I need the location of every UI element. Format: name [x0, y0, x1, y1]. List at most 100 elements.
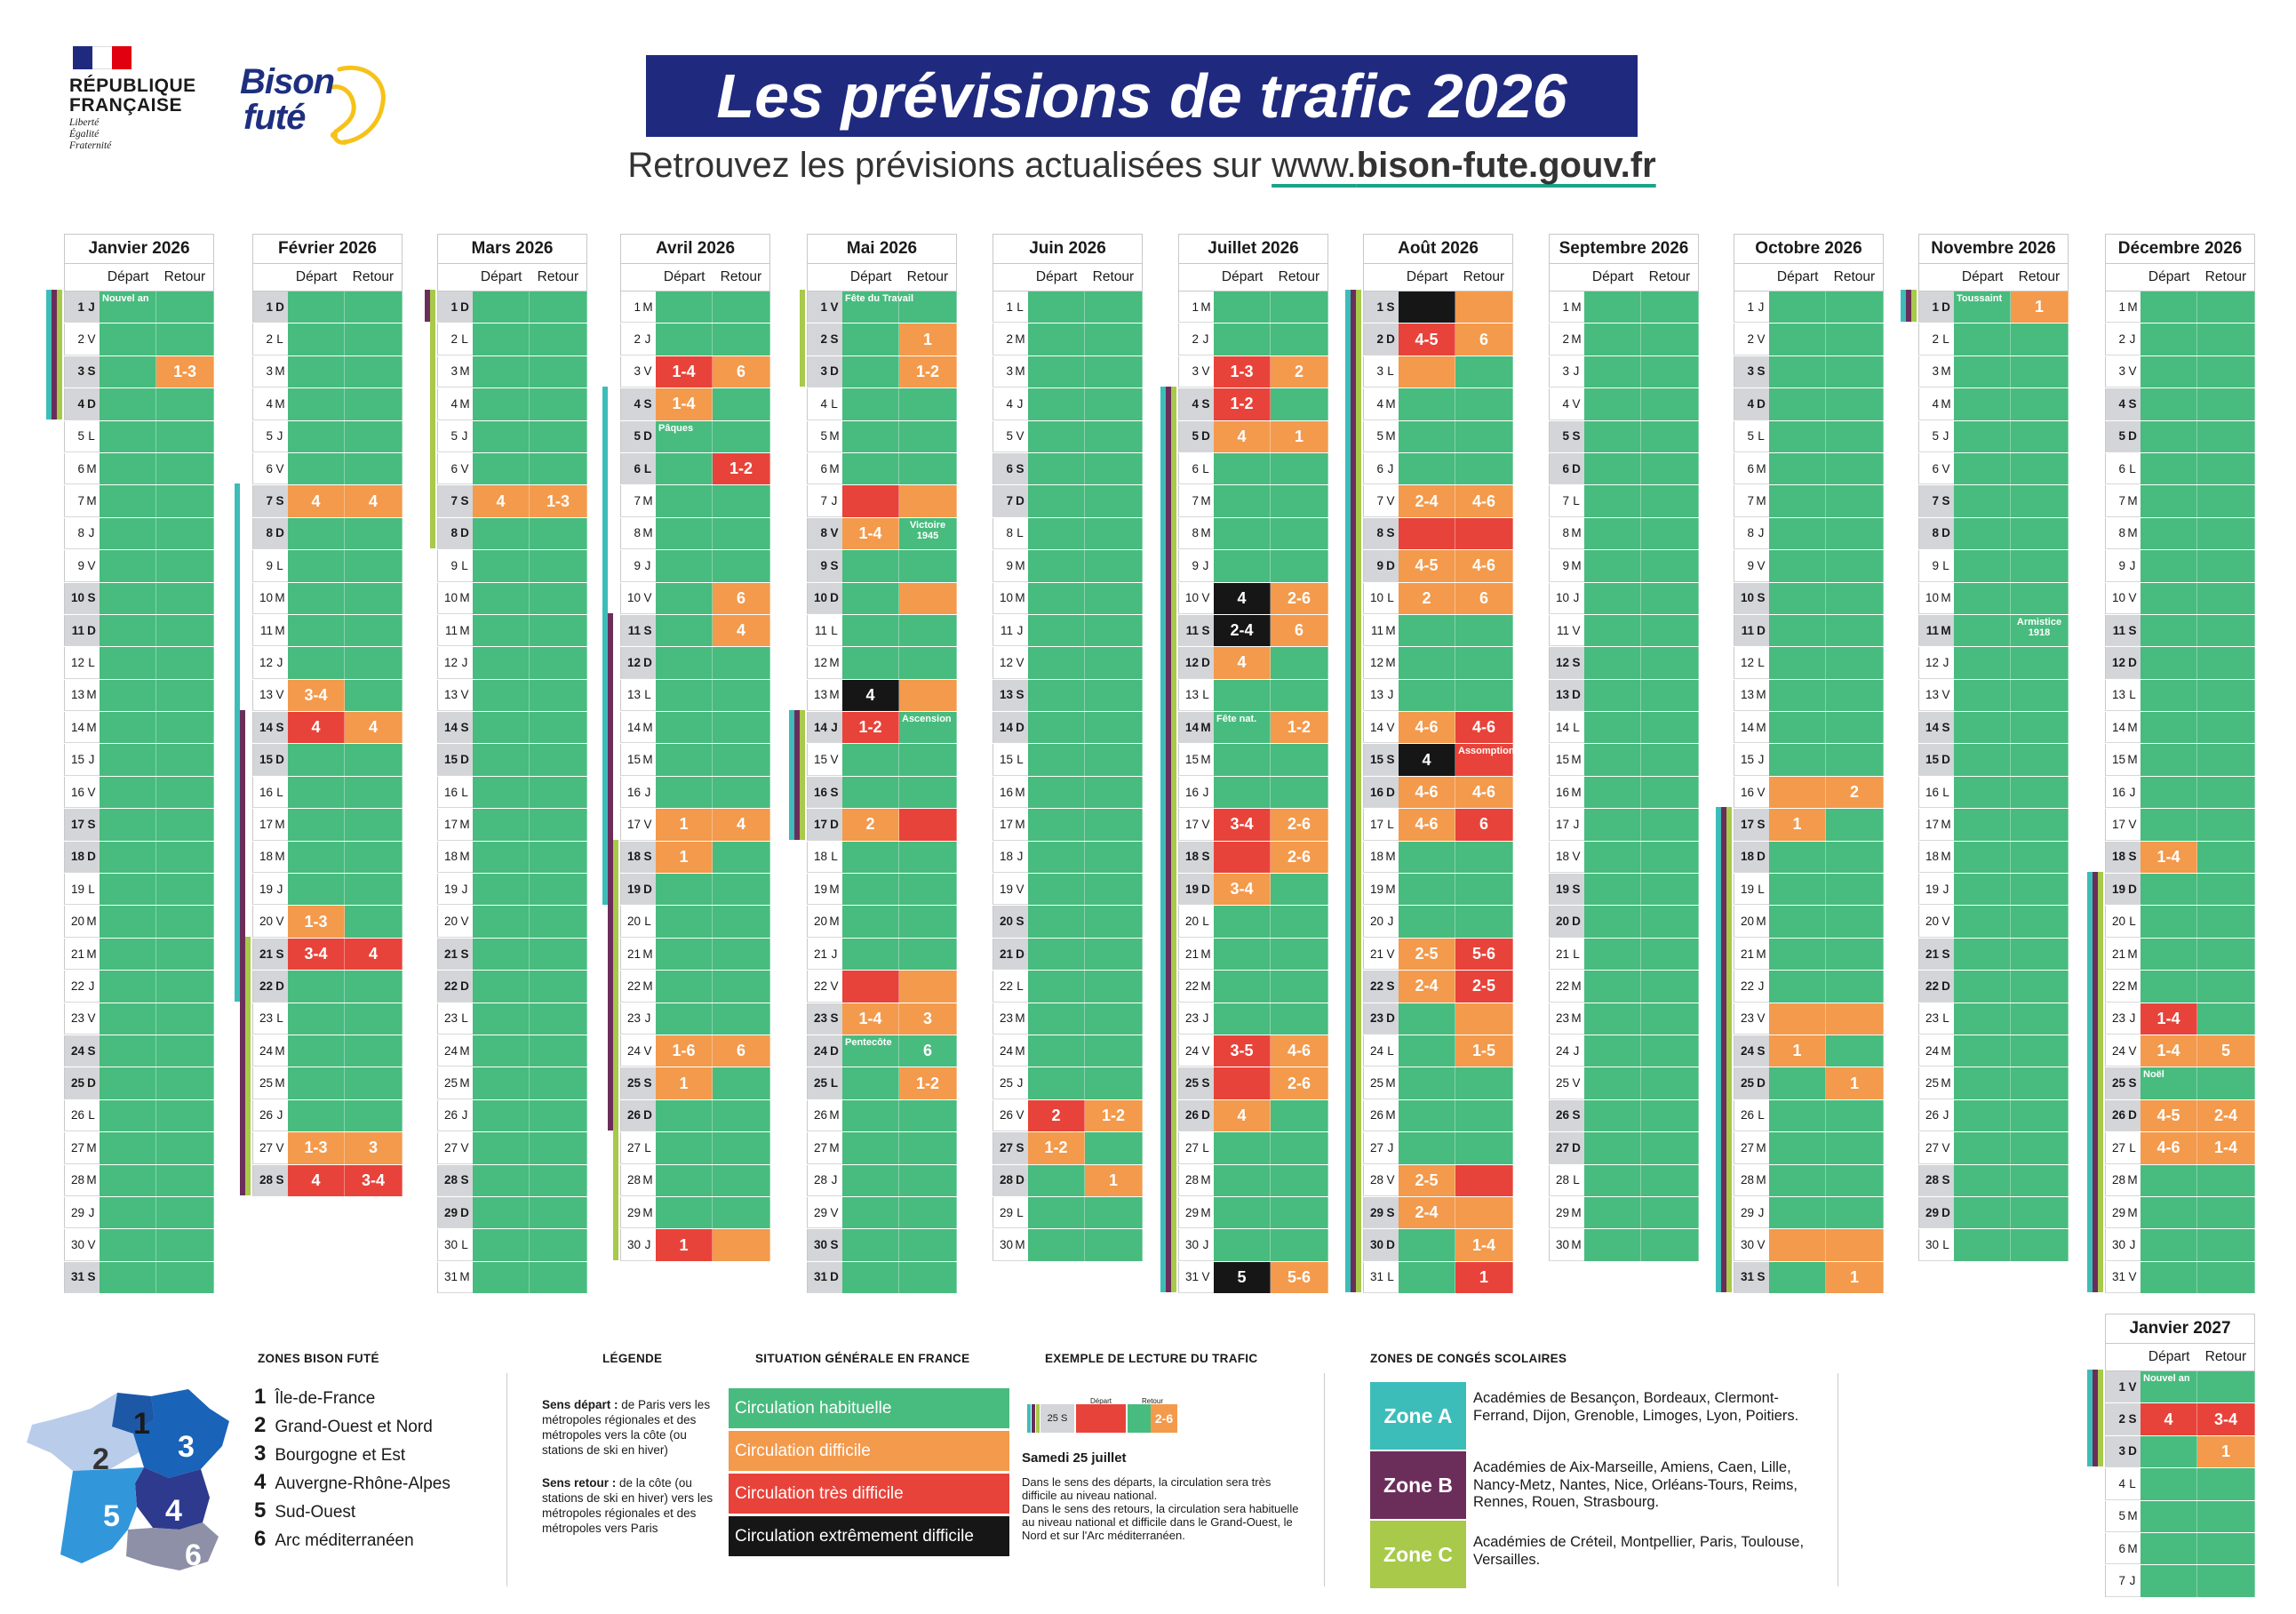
day-row: 31 D	[807, 1261, 957, 1295]
retour-cell	[1085, 1229, 1143, 1261]
depart-cell	[2141, 971, 2197, 1003]
depart-cell: 4	[288, 712, 345, 744]
depart-cell	[1399, 647, 1455, 679]
day-date: 10 M	[1918, 582, 1954, 614]
zone-forecast: 4	[1422, 750, 1431, 769]
day-date: 20 L	[1178, 906, 1214, 938]
day-row: 21 L	[1549, 938, 1699, 971]
depart-cell	[1214, 1164, 1271, 1196]
day-row: 7 V 2-4 4-6	[1363, 485, 1513, 518]
retour-cell: 2-5	[1455, 971, 1513, 1003]
retour-cell	[1826, 679, 1884, 712]
day-date: 27 M	[1734, 1132, 1769, 1164]
zone-forecast: 4-6	[1415, 783, 1439, 802]
day-date: 29 V	[807, 1196, 842, 1229]
depart-cell	[1769, 420, 1826, 452]
depart-cell	[1028, 1229, 1085, 1261]
day-row: 26 M	[1363, 1099, 1513, 1133]
retour-cell	[1826, 1035, 1884, 1067]
month-title: Février 2026	[252, 234, 403, 264]
holiday-zone-a-bar	[1901, 290, 1906, 323]
retour-cell	[156, 938, 214, 971]
retour-cell	[156, 1035, 214, 1067]
depart-cell: 4-6	[1399, 712, 1455, 744]
day-row: 13 D	[1549, 679, 1699, 713]
month-1: Janvier 2026 Départ Retour 1 J Nouvel an 2 V 3 S 1…	[64, 234, 214, 1295]
retour-cell: 5	[2197, 1035, 2255, 1067]
day-row: 20 S	[993, 906, 1143, 939]
legende-title: LÉGENDE	[602, 1352, 663, 1365]
depart-cell	[1769, 1164, 1826, 1196]
retour-cell: 1-4	[2197, 1132, 2255, 1164]
depart-cell	[473, 1229, 530, 1261]
retour-cell	[2011, 356, 2069, 388]
zone-forecast: 4	[368, 945, 378, 963]
depart-cell	[100, 1132, 156, 1164]
day-row: 27 V	[1918, 1132, 2069, 1165]
day-date: 17 V	[620, 809, 656, 841]
day-row: 27 S 1-2	[993, 1132, 1143, 1165]
retour-cell	[1271, 1229, 1328, 1261]
day-row: 30 S	[807, 1229, 957, 1262]
day-date: 23 L	[437, 1003, 473, 1035]
depart-cell	[1584, 1035, 1641, 1067]
depart-cell	[1214, 1067, 1271, 1099]
zone-forecast: 6	[736, 588, 745, 607]
depart-cell	[473, 809, 530, 841]
day-row: 20 M	[1734, 906, 1884, 939]
retour-cell	[156, 906, 214, 938]
depart-cell	[1214, 1196, 1271, 1229]
day-date: 30 D	[1363, 1229, 1399, 1261]
day-date: 22 J	[64, 971, 100, 1003]
zone-forecast: 3-4	[1230, 880, 1254, 899]
day-row: 12 J	[252, 647, 403, 680]
day-date: 23 L	[252, 1003, 288, 1035]
zone-forecast: 4	[311, 718, 321, 737]
depart-cell	[1028, 614, 1085, 647]
day-date: 15 M	[1549, 744, 1584, 776]
depart-cell: 1	[656, 809, 713, 841]
retour-cell: 1-2	[899, 1067, 957, 1099]
depart-cell	[473, 712, 530, 744]
retour-cell: 4	[713, 809, 770, 841]
day-date: 27 V	[1918, 1132, 1954, 1164]
day-row: 28 M	[2105, 1164, 2255, 1197]
day-row: 15 D	[252, 744, 403, 777]
day-date: 27 L	[620, 1132, 656, 1164]
retour-cell	[530, 1261, 587, 1294]
depart-cell	[1769, 1196, 1826, 1229]
depart-cell	[1954, 1035, 2011, 1067]
depart-cell	[842, 971, 899, 1003]
retour-cell	[713, 841, 770, 874]
day-date: 13 J	[1363, 679, 1399, 712]
retour-cell	[2197, 324, 2255, 356]
retour-cell	[1085, 679, 1143, 712]
retour-cell	[156, 388, 214, 420]
day-date: 19 L	[1734, 874, 1769, 906]
depart-cell: 3-5	[1214, 1035, 1271, 1067]
retour-cell	[2197, 485, 2255, 517]
retour-cell	[1085, 1035, 1143, 1067]
depart-column-header: Départ	[2148, 1349, 2190, 1364]
zone-forecast: 1	[1792, 1042, 1802, 1060]
retour-cell	[1085, 712, 1143, 744]
day-date: 30 J	[1178, 1229, 1214, 1261]
day-row: 27 L	[620, 1132, 770, 1165]
bison-fute-website-link[interactable]: www.bison-fute.gouv.fr	[1272, 146, 1656, 185]
zone-forecast: 4-6	[1287, 1042, 1311, 1060]
day-date: 15 M	[620, 744, 656, 776]
